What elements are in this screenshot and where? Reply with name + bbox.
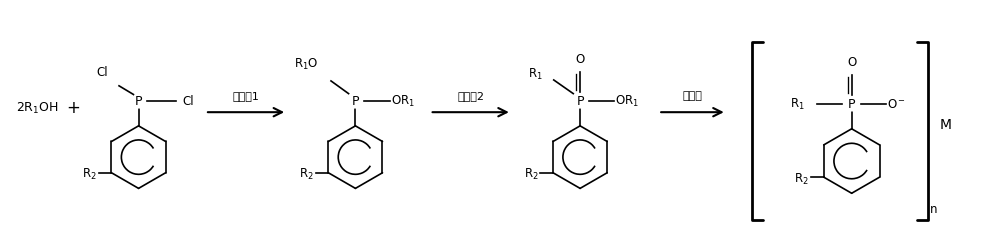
Text: P: P bbox=[848, 98, 855, 111]
Text: R$_2$: R$_2$ bbox=[794, 172, 809, 187]
Text: $+$: $+$ bbox=[66, 99, 80, 117]
Text: M: M bbox=[940, 118, 952, 132]
Text: R$_1$: R$_1$ bbox=[790, 97, 805, 112]
Text: P: P bbox=[576, 95, 584, 108]
Text: P: P bbox=[135, 95, 142, 108]
Text: 无机盐: 无机盐 bbox=[683, 91, 702, 102]
Text: R$_1$O: R$_1$O bbox=[294, 57, 318, 72]
Text: R$_2$: R$_2$ bbox=[524, 167, 538, 182]
Text: OR$_1$: OR$_1$ bbox=[615, 94, 639, 109]
Text: P: P bbox=[352, 95, 359, 108]
Text: R$_2$: R$_2$ bbox=[299, 167, 314, 182]
Text: O: O bbox=[575, 53, 585, 66]
Text: n: n bbox=[930, 203, 937, 216]
Text: 催化剁2: 催化剁2 bbox=[457, 91, 484, 102]
Text: O: O bbox=[847, 56, 856, 69]
Text: O$^-$: O$^-$ bbox=[887, 98, 906, 111]
Text: R$_1$: R$_1$ bbox=[528, 66, 543, 82]
Text: 催化剁1: 催化剁1 bbox=[233, 91, 259, 102]
Text: OR$_1$: OR$_1$ bbox=[391, 94, 415, 109]
Text: Cl: Cl bbox=[97, 66, 108, 79]
Text: Cl: Cl bbox=[183, 95, 194, 108]
Text: R$_2$: R$_2$ bbox=[82, 167, 97, 182]
Text: 2R$_1$OH: 2R$_1$OH bbox=[16, 101, 59, 116]
